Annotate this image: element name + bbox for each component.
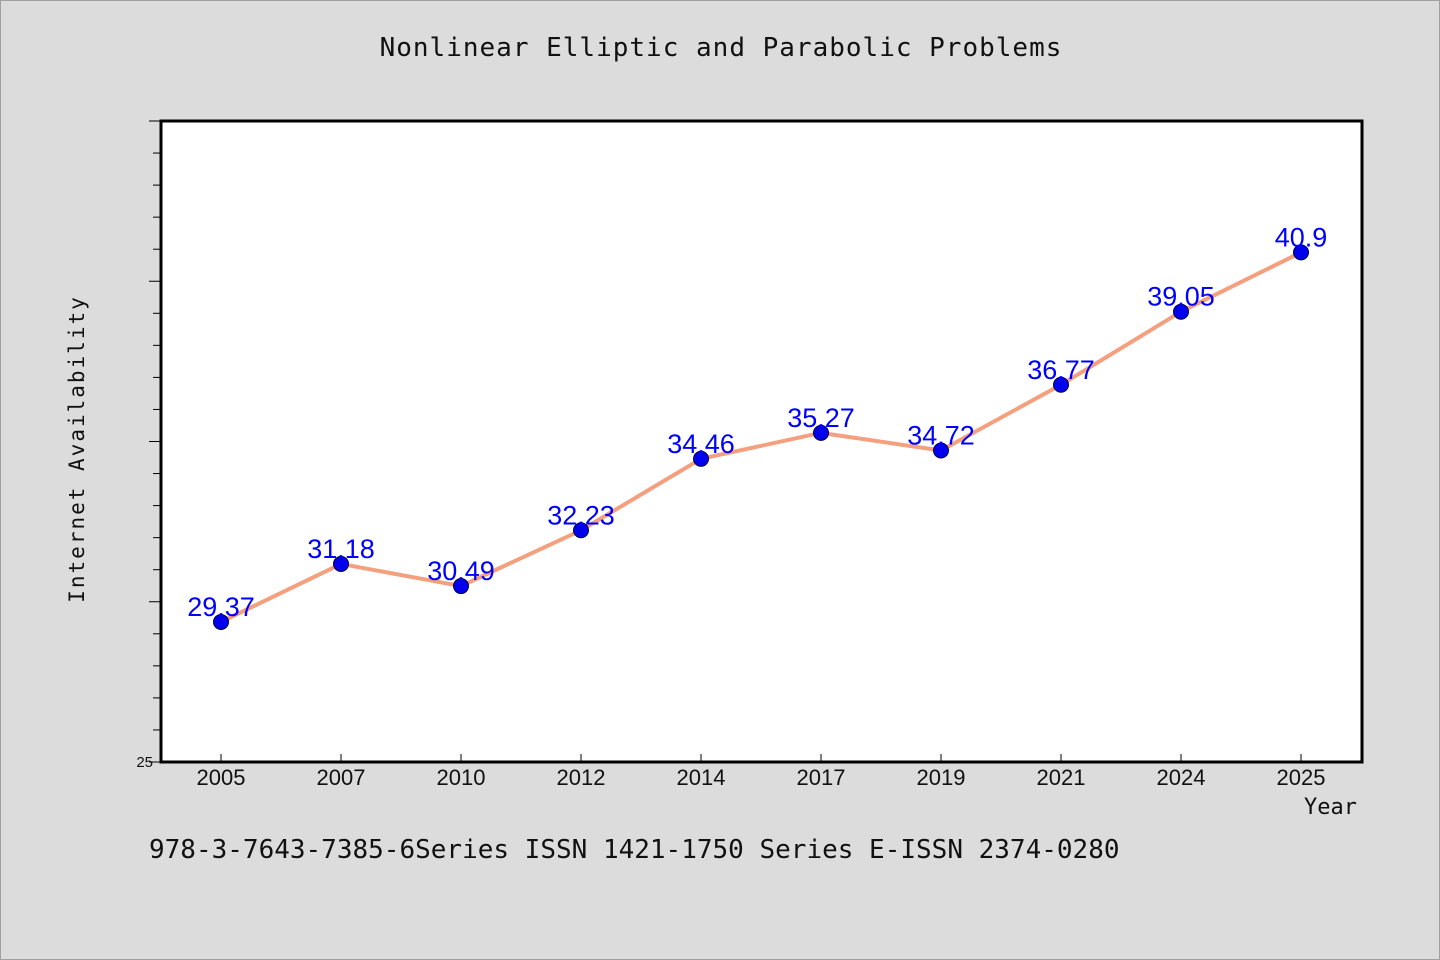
chart-title: Nonlinear Elliptic and Parabolic Problem… — [379, 33, 1063, 63]
data-label: 40.9 — [1275, 222, 1328, 252]
y-axis-ticks: 25 — [136, 120, 161, 771]
data-label: 39.05 — [1147, 282, 1215, 312]
data-point — [333, 555, 349, 572]
data-label: 29.37 — [187, 592, 255, 622]
plot-area — [159, 119, 1364, 764]
x-tick-label: 2021 — [1037, 765, 1086, 790]
data-point — [1053, 376, 1069, 393]
x-tick-label: 2025 — [1277, 765, 1326, 790]
x-tick-label: 2012 — [557, 765, 606, 790]
data-label: 34.72 — [907, 420, 975, 450]
x-tick-label: 2010 — [437, 765, 486, 790]
data-point — [1293, 244, 1309, 261]
data-point — [573, 522, 589, 539]
data-markers — [213, 244, 1309, 630]
x-tick-label: 2014 — [677, 765, 726, 790]
data-labels: 29.37 31.18 30.49 32.23 34.46 35.27 34.72 36.77… — [187, 222, 1327, 622]
data-point — [813, 424, 829, 441]
data-label: 30.49 — [427, 556, 495, 586]
data-point — [1173, 303, 1189, 320]
x-axis-label: Year — [1304, 795, 1357, 820]
data-point — [693, 450, 709, 467]
x-tick-label: 2017 — [797, 765, 846, 790]
data-point — [933, 442, 949, 459]
y-tick-label: 25 — [136, 754, 153, 771]
data-point — [213, 613, 229, 630]
x-tick-label: 2024 — [1157, 765, 1206, 790]
footer-note: 978-3-7643-7385-6Series ISSN 1421-1750 S… — [149, 835, 1120, 865]
x-tick-label: 2019 — [917, 765, 966, 790]
data-label: 35.27 — [787, 403, 855, 433]
data-label: 36.77 — [1027, 355, 1095, 385]
x-tick-label: 2007 — [317, 765, 366, 790]
x-axis-ticks: 2005 2007 2010 2012 2014 2017 2019 2021 2024 2025 — [197, 754, 1326, 790]
data-label: 34.46 — [667, 429, 735, 459]
series-line — [219, 250, 1303, 624]
data-label: 32.23 — [547, 500, 615, 530]
x-tick-label: 2005 — [197, 765, 246, 790]
data-point — [453, 578, 469, 595]
data-label: 31.18 — [307, 534, 375, 564]
